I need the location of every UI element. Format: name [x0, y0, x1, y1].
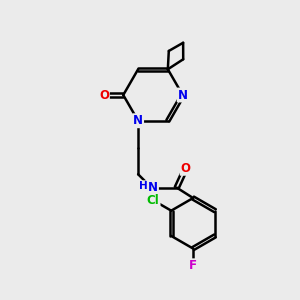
- Text: O: O: [99, 88, 109, 101]
- Text: N: N: [178, 88, 188, 101]
- Text: Cl: Cl: [147, 194, 160, 207]
- Text: H: H: [139, 181, 148, 191]
- Text: O: O: [181, 162, 191, 175]
- Text: F: F: [189, 259, 197, 272]
- Text: N: N: [133, 114, 143, 127]
- Text: H: H: [147, 183, 156, 193]
- Text: N: N: [148, 181, 158, 194]
